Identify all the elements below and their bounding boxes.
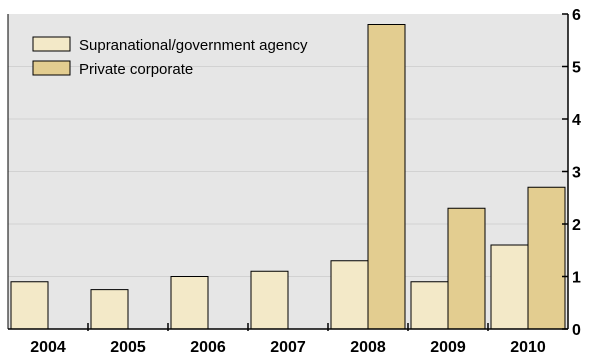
x-tick-label: 2008 (350, 339, 386, 356)
y-tick-label: 2 (572, 217, 581, 234)
bar-supranational-2004 (10, 281, 49, 330)
x-tick-label: 2005 (110, 339, 146, 356)
y-tick-label: 5 (572, 60, 581, 77)
legend-label-private: Private corporate (79, 61, 193, 78)
legend-swatch-supranational (32, 36, 71, 52)
y-tick-label: 3 (572, 165, 581, 182)
y-axis-ticks: 0 1 2 3 4 5 6 (562, 7, 581, 339)
y-tick-label: 6 (572, 7, 581, 24)
bar-supranational-2007 (250, 270, 289, 330)
y-tick-label: 0 (572, 322, 581, 339)
bar-supranational-2006 (170, 276, 209, 330)
bar-supranational-2005 (90, 289, 129, 330)
y-tick-label: 4 (572, 112, 581, 129)
x-tick-label: 2004 (30, 339, 66, 356)
bar-private-2009 (447, 207, 486, 330)
bar-supranational-2009 (410, 281, 449, 330)
bars (10, 24, 566, 330)
x-axis-labels: 2004 2005 2006 2007 2008 2009 2010 (30, 339, 546, 356)
bar-supranational-2010 (490, 244, 529, 330)
legend-label-supranational: Supranational/government agency (79, 37, 308, 54)
bar-supranational-2008 (330, 260, 369, 330)
legend: Supranational/government agency Private … (32, 36, 308, 78)
x-tick-label: 2009 (430, 339, 466, 356)
bar-private-2010 (527, 186, 566, 330)
bar-private-2008 (367, 24, 406, 330)
x-tick-label: 2006 (190, 339, 226, 356)
x-tick-label: 2007 (270, 339, 306, 356)
y-tick-label: 1 (572, 270, 581, 287)
x-tick-label: 2010 (510, 339, 546, 356)
legend-swatch-private (32, 60, 71, 76)
